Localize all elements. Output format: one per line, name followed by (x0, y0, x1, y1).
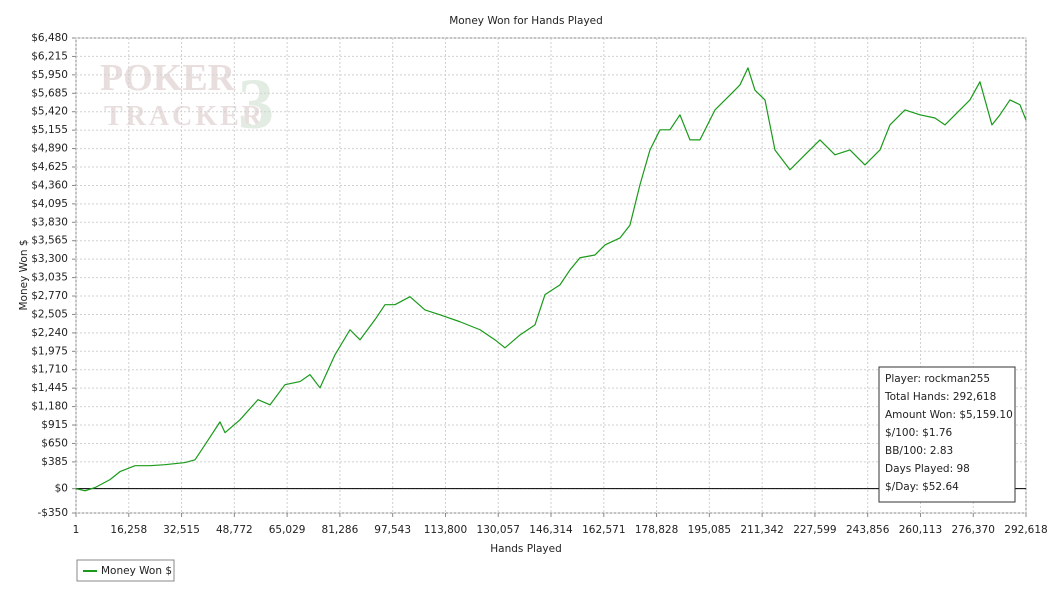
y-tick-label: $4,360 (31, 179, 68, 191)
x-tick-label: 211,342 (740, 524, 783, 536)
y-tick-label: $6,480 (31, 32, 68, 44)
y-tick-label: $2,505 (31, 308, 68, 320)
x-tick-label: 162,571 (582, 524, 625, 536)
y-tick-label: $1,975 (31, 345, 68, 357)
x-tick-label: 146,314 (529, 524, 573, 536)
x-tick-label: 1 (73, 524, 80, 536)
chart-title: Money Won for Hands Played (449, 15, 603, 27)
x-tick-label: 195,085 (688, 524, 731, 536)
x-tick-label: 97,543 (374, 524, 411, 536)
x-tick-label: 276,370 (952, 524, 995, 536)
y-tick-label: $4,890 (31, 143, 68, 155)
watermark: TRACKER (104, 101, 265, 132)
legend-frame (76, 559, 175, 582)
y-tick-label: $4,095 (31, 198, 68, 210)
x-tick-label: 48,772 (216, 524, 253, 536)
watermark: POKER (100, 57, 236, 99)
y-tick-label: $385 (41, 456, 68, 468)
x-tick-label: 260,113 (899, 524, 942, 536)
y-tick-label: $3,830 (31, 216, 68, 228)
info-line: BB/100: 2.83 (885, 445, 953, 457)
y-tick-label: $5,420 (31, 106, 68, 118)
x-tick-label: 178,828 (635, 524, 678, 536)
y-tick-label: $0 (55, 483, 68, 495)
y-tick-label: $2,770 (31, 290, 68, 302)
x-tick-label: 130,057 (477, 524, 520, 536)
y-tick-label: $3,565 (31, 235, 68, 247)
info-line: Amount Won: $5,159.10 (885, 409, 1013, 421)
x-tick-label: 113,800 (424, 524, 467, 536)
y-tick-label: $1,180 (31, 401, 68, 413)
y-tick-label: $650 (41, 437, 68, 449)
y-tick-label: $1,710 (31, 364, 68, 376)
data-line (75, 67, 1027, 492)
x-axis-label: Hands Played (490, 543, 561, 555)
x-tick-label: 32,515 (163, 524, 200, 536)
y-axis-label: Money Won $ (18, 239, 30, 310)
y-tick-label: $6,215 (31, 50, 68, 62)
x-tick-label: 81,286 (322, 524, 359, 536)
x-tick-label: 227,599 (793, 524, 836, 536)
y-tick-label: $5,950 (31, 69, 68, 81)
y-tick-label: $5,155 (31, 124, 68, 136)
y-tick-label: $3,035 (31, 272, 68, 284)
info-box-frame (878, 366, 1016, 503)
info-box: Player: rockman255 Total Hands: 292,618 Am… (878, 366, 1016, 503)
info-line: $/Day: $52.64 (885, 481, 959, 493)
y-tick-label: $2,240 (31, 327, 68, 339)
x-tick-label: 243,856 (846, 524, 890, 536)
info-line: Days Played: 98 (885, 463, 970, 475)
watermark: 3 (238, 64, 274, 144)
x-tick-label: 16,258 (110, 524, 147, 536)
info-line: Total Hands: 292,618 (884, 391, 996, 403)
legend-label: Money Won $ (101, 565, 172, 577)
y-tick-label: $915 (41, 419, 68, 431)
info-line: Player: rockman255 (885, 373, 990, 385)
y-tick-label: $3,300 (31, 253, 68, 265)
x-tick-label: 65,029 (269, 524, 306, 536)
y-tick-label: -$350 (37, 507, 68, 519)
y-tick-label: $5,685 (31, 87, 68, 99)
info-line: $/100: $1.76 (885, 427, 953, 439)
legend: Money Won $ (76, 559, 175, 582)
x-tick-label: 292,618 (1004, 524, 1047, 536)
y-tick-label: $1,445 (31, 382, 68, 394)
y-tick-label: $4,625 (31, 161, 68, 173)
